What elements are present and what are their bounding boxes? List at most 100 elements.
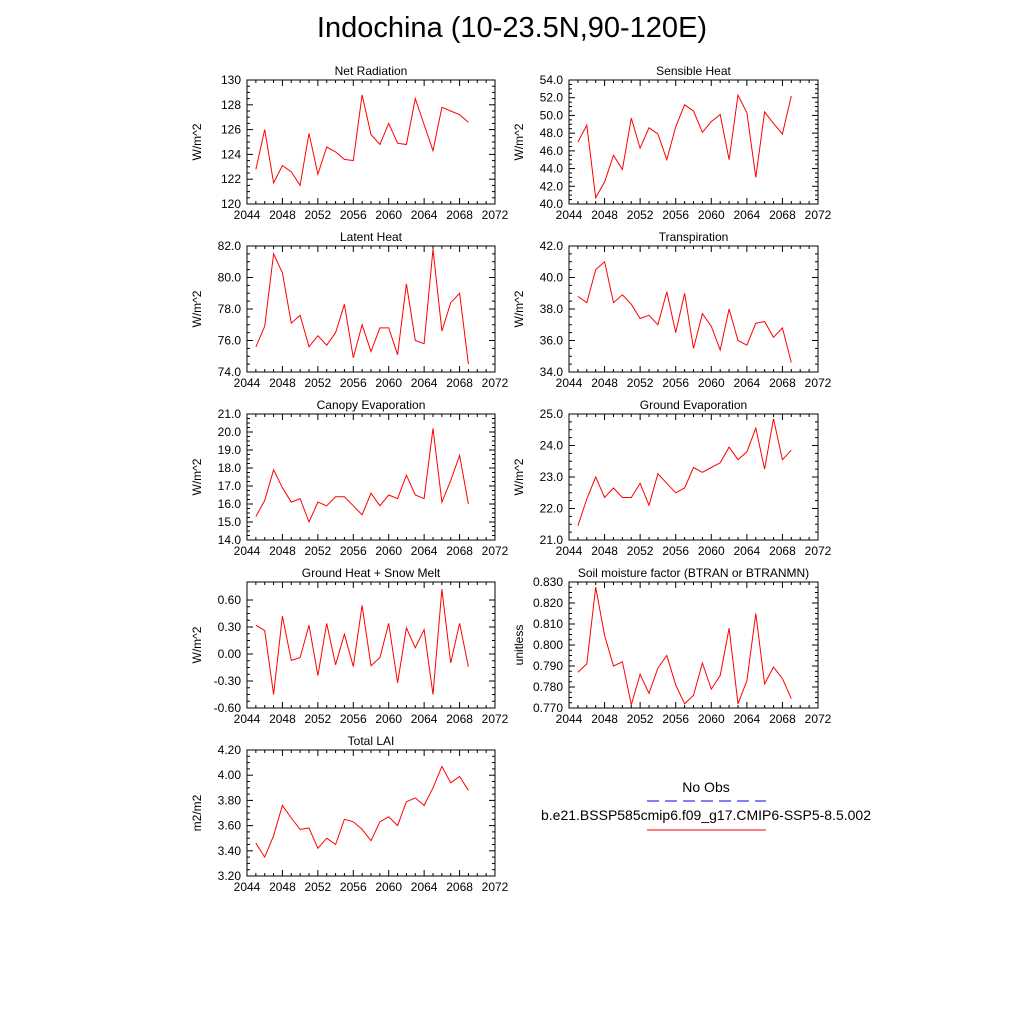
x-tick-label: 2072 [482,376,509,390]
y-tick-label: 0.820 [533,596,563,610]
x-tick-label: 2052 [627,712,654,726]
x-tick-label: 2048 [269,712,296,726]
page-title: Indochina (10-23.5N,90-120E) [316,12,708,44]
y-tick-label: 17.0 [218,479,242,493]
y-tick-label: 21.0 [218,407,242,421]
panel-ground-evaporation: Ground Evaporation 2044 2048 2052 2056 2060 20… [512,398,832,558]
y-tick-label: 126 [221,123,241,137]
y-tick-label: 23.0 [540,470,564,484]
panel-title: Sensible Heat [656,64,731,78]
y-tick-label: 14.0 [218,533,242,547]
y-tick-label: 42.0 [540,179,564,193]
y-tick-label: 46.0 [540,144,564,158]
y-tick-label: 0.770 [533,701,563,715]
plot-frame [568,413,819,541]
y-tick-label: 80.0 [218,271,242,285]
x-tick-label: 2064 [734,712,761,726]
x-tick-label: 2072 [482,544,509,558]
y-tick-label: 4.00 [218,768,242,782]
series-line [255,249,469,365]
x-tick-label: 2060 [375,376,402,390]
panel-title: Ground Evaporation [640,398,747,412]
x-tick-label: 2052 [305,880,332,894]
x-tick-label: 2056 [662,712,689,726]
plot-frame [246,79,496,205]
y-tick-label: 22.0 [540,502,564,516]
x-tick-label: 2068 [446,376,473,390]
panel-soil-moisture-factor-btran-or-btranmn: Soil moisture factor (BTRAN or BTRANMN) 2… [512,566,832,726]
panel-canopy-evaporation: Canopy Evaporation 2044 2048 2052 2056 2060 20… [190,398,509,558]
series-line [577,260,792,363]
plot-frame [246,749,496,877]
x-tick-label: 2056 [662,208,689,222]
y-tick-label: 52.0 [540,91,564,105]
x-tick-label: 2060 [375,880,402,894]
panel-title: Transpiration [659,230,729,244]
y-tick-label: 40.0 [540,197,564,211]
y-tick-label: 0.30 [218,620,242,634]
x-tick-label: 2056 [340,376,367,390]
y-tick-label: 40.0 [540,271,564,285]
x-tick-label: 2068 [446,544,473,558]
panel-ground-heat-snow-melt: Ground Heat + Snow Melt 2044 2048 2052 2056 2… [190,566,509,726]
y-tick-label: -0.30 [214,674,242,688]
x-tick-label: 2060 [375,712,402,726]
x-tick-label: 2072 [805,712,832,726]
y-tick-label: 34.0 [540,365,564,379]
y-tick-label: 120 [221,197,241,211]
y-axis-label: W/m^2 [190,123,204,160]
series-line [255,765,469,859]
x-tick-label: 2048 [269,544,296,558]
y-axis-label: W/m^2 [512,290,526,327]
y-tick-label: 0.00 [218,647,242,661]
x-tick-label: 2048 [269,880,296,894]
y-tick-label: 48.0 [540,126,564,140]
series-line [255,94,469,187]
y-tick-label: 130 [221,73,241,87]
x-tick-label: 2068 [769,376,796,390]
x-tick-label: 2056 [340,544,367,558]
y-tick-label: 0.780 [533,680,563,694]
y-tick-label: 78.0 [218,302,242,316]
x-tick-label: 2056 [662,544,689,558]
x-tick-label: 2072 [805,544,832,558]
x-tick-label: 2056 [662,376,689,390]
panel-total-lai: Total LAI 2044 2048 2052 2056 2060 2064 2068 207… [190,734,509,894]
y-tick-label: 3.20 [218,869,242,883]
x-tick-label: 2060 [698,544,725,558]
y-tick-label: 128 [221,98,241,112]
panel-title: Canopy Evaporation [317,398,426,412]
y-tick-label: 74.0 [218,365,242,379]
x-tick-label: 2068 [446,208,473,222]
x-tick-label: 2056 [340,712,367,726]
plot-frame [568,581,819,709]
panel-title: Net Radiation [335,64,408,78]
legend-label-no-obs: No Obs [682,779,729,795]
x-tick-label: 2044 [234,712,261,726]
x-tick-label: 2072 [482,208,509,222]
y-tick-label: 24.0 [540,439,564,453]
panel-title: Soil moisture factor (BTRAN or BTRANMN) [578,566,809,580]
plot-frame [246,581,496,709]
x-tick-label: 2048 [591,712,618,726]
x-tick-label: 2064 [411,712,438,726]
plot-frame [246,245,496,373]
x-tick-label: 2064 [734,544,761,558]
plot-frame [246,413,496,541]
y-tick-label: 21.0 [540,533,564,547]
x-tick-label: 2052 [627,376,654,390]
x-tick-label: 2072 [482,880,509,894]
x-tick-label: 2068 [446,712,473,726]
y-tick-label: 50.0 [540,108,564,122]
y-axis-label: W/m^2 [190,458,204,495]
x-tick-label: 2052 [627,208,654,222]
x-tick-label: 2048 [591,208,618,222]
x-tick-label: 2060 [375,208,402,222]
panel-title: Ground Heat + Snow Melt [302,566,441,580]
legend-label-model-run: b.e21.BSSP585cmip6.f09_g17.CMIP6-SSP5-8.… [541,807,871,823]
y-tick-label: 25.0 [540,407,564,421]
y-tick-label: 19.0 [218,443,242,457]
y-tick-label: 44.0 [540,162,564,176]
x-tick-label: 2064 [411,544,438,558]
y-tick-label: 18.0 [218,461,242,475]
